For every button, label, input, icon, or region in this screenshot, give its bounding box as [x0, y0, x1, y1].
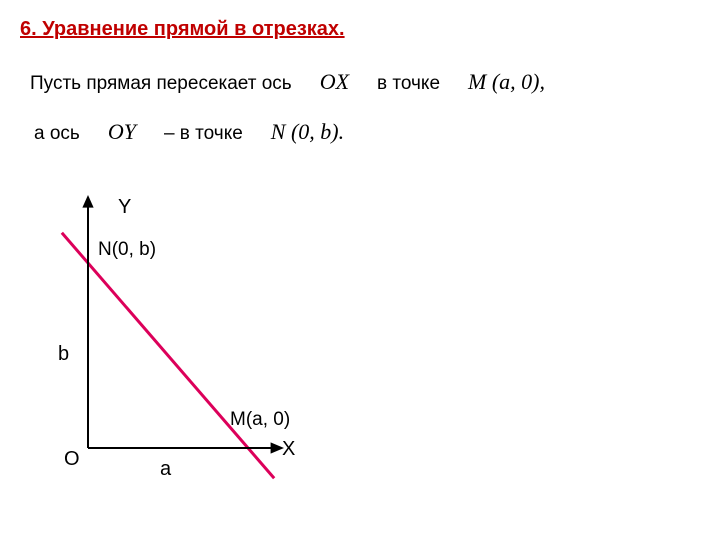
intercept-diagram: Y X Oa b N(0, b) M(a, 0) — [50, 175, 700, 490]
math-ox: OX — [320, 69, 349, 95]
label-O: O — [64, 448, 80, 470]
label-M: M(a, 0) — [230, 409, 290, 430]
label-Y: Y — [118, 196, 131, 218]
intercept-line — [62, 233, 274, 479]
y-axis-arrow — [82, 195, 93, 208]
label-b: b — [58, 343, 69, 365]
label-N: N(0, b) — [98, 239, 156, 260]
line2-part1: а ось — [34, 123, 80, 145]
math-n: N (0, b). — [271, 119, 344, 145]
line1-part1: Пусть прямая пересекает ось — [30, 73, 292, 95]
line2-part2: – в точке — [164, 123, 243, 145]
section-title: 6. Уравнение прямой в отрезках. — [20, 18, 700, 41]
text-line-1: Пусть прямая пересекает ось OX в точке M… — [20, 69, 700, 95]
math-m: M (a, 0), — [468, 69, 545, 95]
label-a: a — [160, 458, 172, 480]
label-X: X — [282, 438, 295, 460]
text-line-2: а ось OY – в точке N (0, b). — [20, 119, 700, 145]
line1-part2: в точке — [377, 73, 440, 95]
diagram-svg: Y X Oa b N(0, b) M(a, 0) — [50, 175, 370, 485]
math-oy: OY — [108, 119, 136, 145]
